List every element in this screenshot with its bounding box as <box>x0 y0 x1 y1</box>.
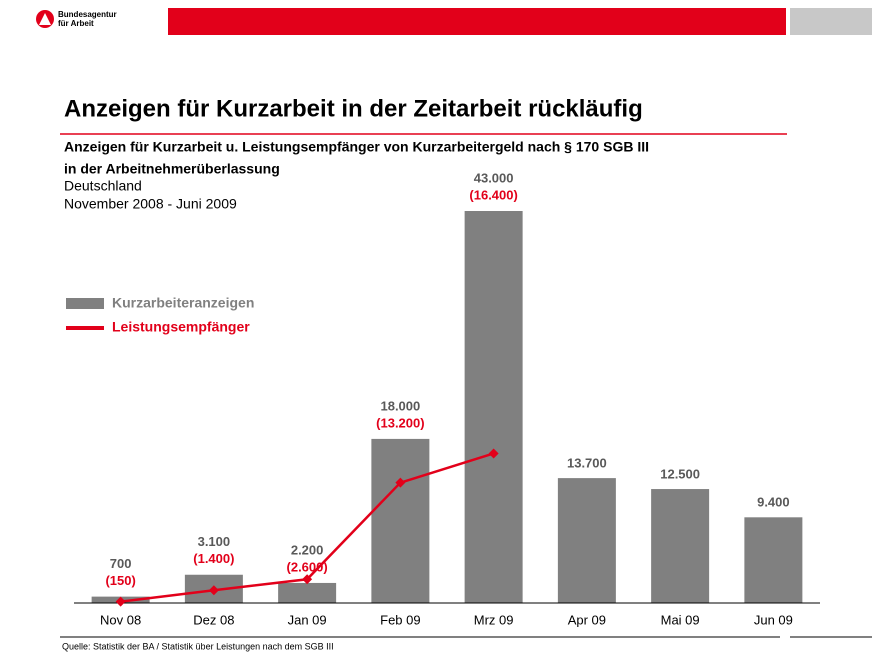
legend-label: Kurzarbeiteranzeigen <box>112 295 254 311</box>
line-value-label: (2.600) <box>287 559 328 574</box>
x-tick-label: Jan 09 <box>288 612 327 627</box>
line-marker <box>395 477 406 488</box>
line-value-label: (150) <box>105 573 135 588</box>
bar <box>278 582 337 603</box>
legend-swatch <box>66 298 104 309</box>
bar <box>371 438 430 603</box>
period: November 2008 - Juni 2009 <box>64 196 237 212</box>
bar-value-label: 3.100 <box>198 534 231 549</box>
line-marker <box>302 574 313 585</box>
logo-text: für Arbeit <box>58 19 94 28</box>
bar <box>557 478 616 603</box>
bar-value-label: 13.700 <box>567 456 607 471</box>
bar-value-label: 43.000 <box>474 170 514 185</box>
x-tick-label: Jun 09 <box>754 612 793 627</box>
line-marker <box>488 448 499 459</box>
line-marker <box>208 585 219 596</box>
bar-value-label: 700 <box>110 556 132 571</box>
legend-swatch <box>66 326 104 330</box>
x-tick-label: Nov 08 <box>100 612 141 627</box>
subtitle: Anzeigen für Kurzarbeit u. Leistungsempf… <box>64 139 649 155</box>
bar-value-label: 2.200 <box>291 542 324 557</box>
bar-value-label: 9.400 <box>757 495 790 510</box>
chart-title: Anzeigen für Kurzarbeit in der Zeitarbei… <box>64 95 643 122</box>
header-bar <box>168 8 786 35</box>
bar <box>651 489 710 603</box>
line-value-label: (16.400) <box>469 187 517 202</box>
line-value-label: (1.400) <box>193 551 234 566</box>
line-marker <box>115 596 126 607</box>
x-tick-label: Feb 09 <box>380 612 420 627</box>
x-tick-label: Mai 09 <box>661 612 700 627</box>
legend-label: Leistungsempfänger <box>112 319 250 335</box>
bar-value-label: 12.500 <box>660 466 700 481</box>
x-tick-label: Apr 09 <box>568 612 606 627</box>
x-tick-label: Mrz 09 <box>474 612 514 627</box>
logo-mark <box>39 13 51 25</box>
bar <box>464 211 523 603</box>
bar-value-label: 18.000 <box>380 398 420 413</box>
line-value-label: (13.200) <box>376 415 424 430</box>
x-tick-label: Dez 08 <box>193 612 234 627</box>
header-gray <box>790 8 872 35</box>
subtitle: in der Arbeitnehmerüberlassung <box>64 161 280 177</box>
logo: Bundesagentur für Arbeit <box>36 10 117 28</box>
source: Quelle: Statistik der BA / Statistik übe… <box>62 641 334 651</box>
region: Deutschland <box>64 178 142 194</box>
bar <box>744 517 803 603</box>
logo-text: Bundesagentur <box>58 10 117 19</box>
